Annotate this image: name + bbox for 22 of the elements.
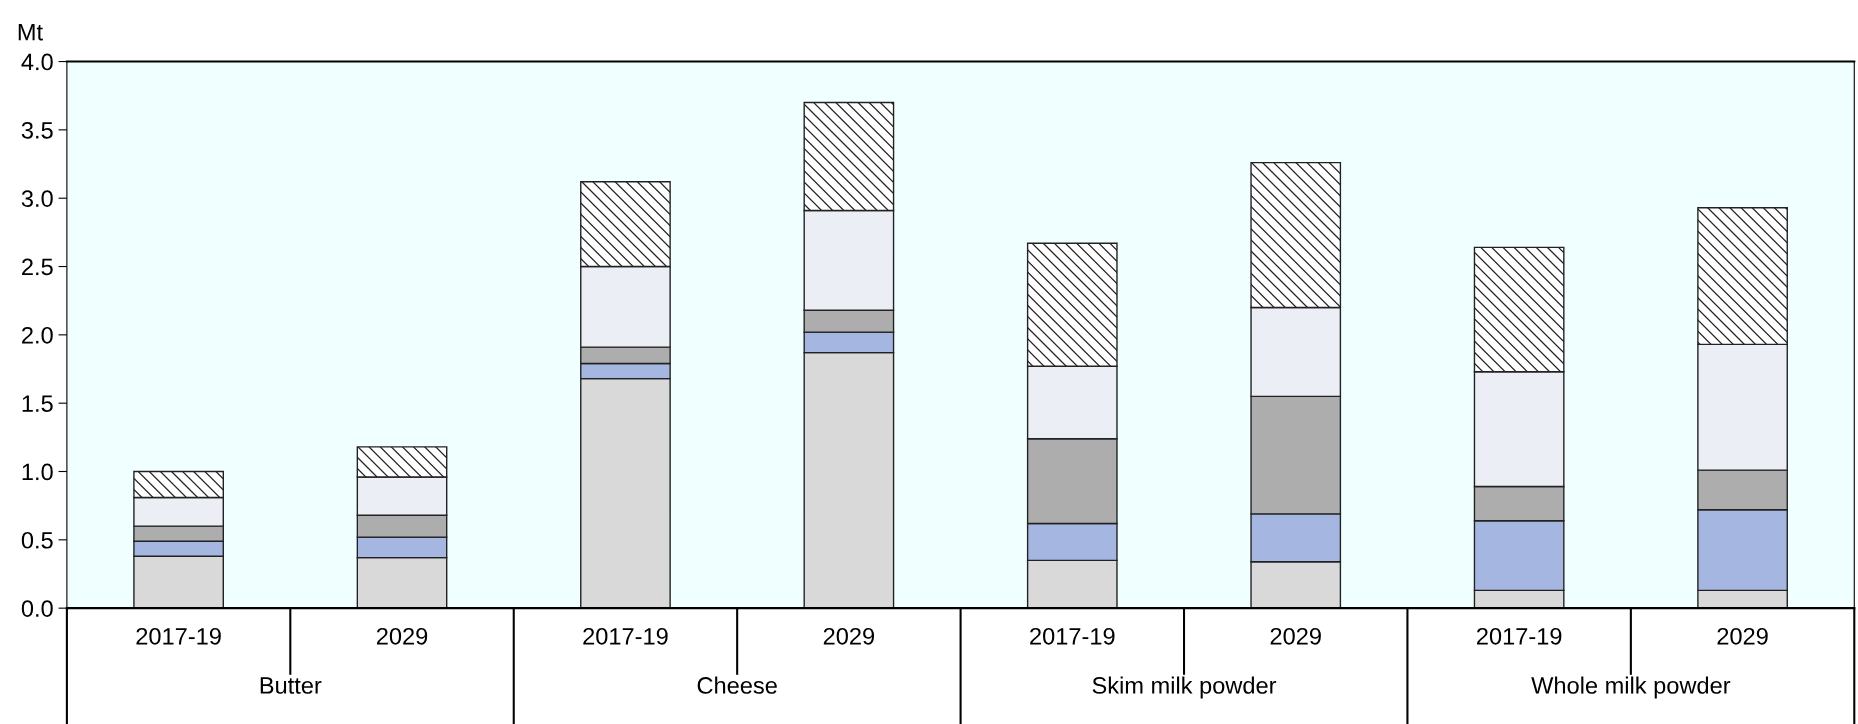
y-axis-title: Mt	[18, 24, 43, 41]
x-tick-label: 2017-19	[136, 627, 221, 645]
text: Skim milk powder	[1092, 676, 1277, 699]
y-tick-label: 4.0	[21, 53, 53, 71]
y-tick-label: 3.0	[21, 190, 53, 207]
text: Whole milk powder	[1531, 676, 1731, 699]
y-tick-label: 0.5	[21, 531, 53, 549]
y-tick-label: 2.5	[22, 258, 53, 276]
text: Cheese	[697, 676, 777, 694]
x-tick-label: 2029	[1717, 627, 1768, 645]
y-tick-label: 1.0	[22, 463, 53, 481]
x-tick-label: 2029	[376, 627, 428, 645]
x-tick-label: 2017-19	[583, 627, 668, 645]
text: Butter	[260, 677, 322, 694]
x-tick-label: 2017-19	[1030, 627, 1115, 645]
y-tick-label: 2.0	[22, 326, 53, 344]
y-tick-label: 3.5	[21, 121, 53, 139]
y-tick-label: 0.0	[21, 600, 53, 617]
y-tick-label: 1.5	[22, 395, 53, 412]
x-tick-label: 2029	[1270, 627, 1321, 645]
x-tick-label: 2017-19	[1477, 627, 1562, 645]
x-tick-label: 2029	[823, 627, 875, 645]
